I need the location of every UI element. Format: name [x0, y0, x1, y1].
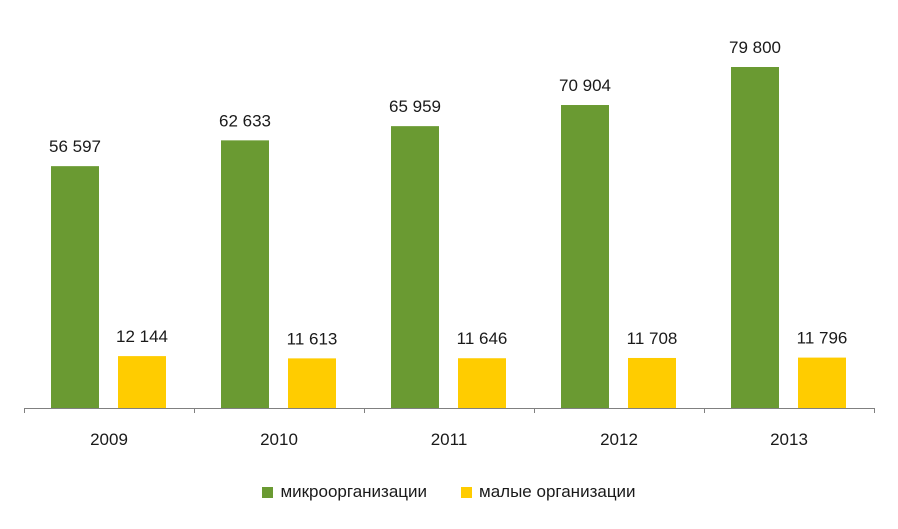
data-label-small-2011: 11 646 [457, 329, 508, 348]
bar-micro-2009 [51, 166, 99, 408]
bar-small-2013 [798, 357, 846, 408]
bar-small-2012 [628, 357, 676, 408]
bar-small-2010 [288, 358, 336, 408]
data-label-small-2010: 11 613 [287, 329, 338, 348]
bar-micro-2013 [731, 67, 779, 408]
legend-label-micro: микроорганизации [280, 482, 428, 501]
data-label-small-2013: 11 796 [797, 329, 848, 348]
x-tick-label-2009: 2009 [90, 430, 128, 449]
x-tick-label-2012: 2012 [600, 430, 638, 449]
data-label-small-2009: 12 144 [116, 327, 168, 346]
data-label-micro-2010: 62 633 [219, 111, 271, 130]
x-tick-label-2013: 2013 [770, 430, 808, 449]
bar-micro-2010 [221, 140, 269, 408]
data-label-micro-2013: 79 800 [729, 38, 781, 57]
x-tick-label-2011: 2011 [431, 430, 468, 449]
data-label-micro-2011: 65 959 [389, 97, 441, 116]
x-tick-label-2010: 2010 [260, 430, 298, 449]
data-label-small-2012: 11 708 [627, 329, 678, 348]
legend-swatch-micro [262, 486, 274, 498]
legend: микроорганизации малые организации [0, 482, 898, 502]
legend-item-micro: микроорганизации [262, 482, 427, 502]
legend-swatch-small [461, 486, 473, 498]
bar-small-2009 [118, 356, 166, 408]
data-label-micro-2009: 56 597 [49, 137, 101, 156]
bar-small-2011 [458, 358, 506, 408]
legend-item-small: малые организации [461, 482, 636, 502]
legend-label-small: малые организации [479, 482, 636, 501]
bar-micro-2012 [561, 105, 609, 409]
data-label-micro-2012: 70 904 [559, 76, 611, 95]
bar-micro-2011 [391, 126, 439, 408]
